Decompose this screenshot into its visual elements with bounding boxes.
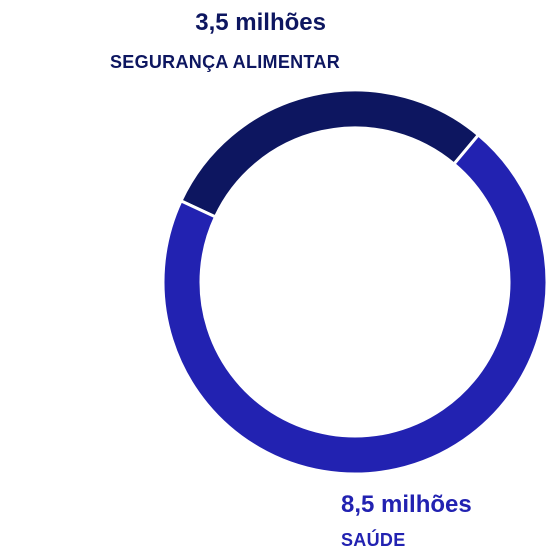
donut-slices <box>161 88 546 476</box>
slice-name-label-food-security: SEGURANÇA ALIMENTAR <box>110 52 340 72</box>
slice-value-label-health: 8,5 milhões <box>341 491 472 518</box>
slice-name-label-health: SAÚDE <box>341 529 406 549</box>
slice-value-label-food-security: 3,5 milhões <box>195 9 326 36</box>
donut-slice-health <box>161 132 546 476</box>
donut-slice-food-security <box>178 88 481 219</box>
